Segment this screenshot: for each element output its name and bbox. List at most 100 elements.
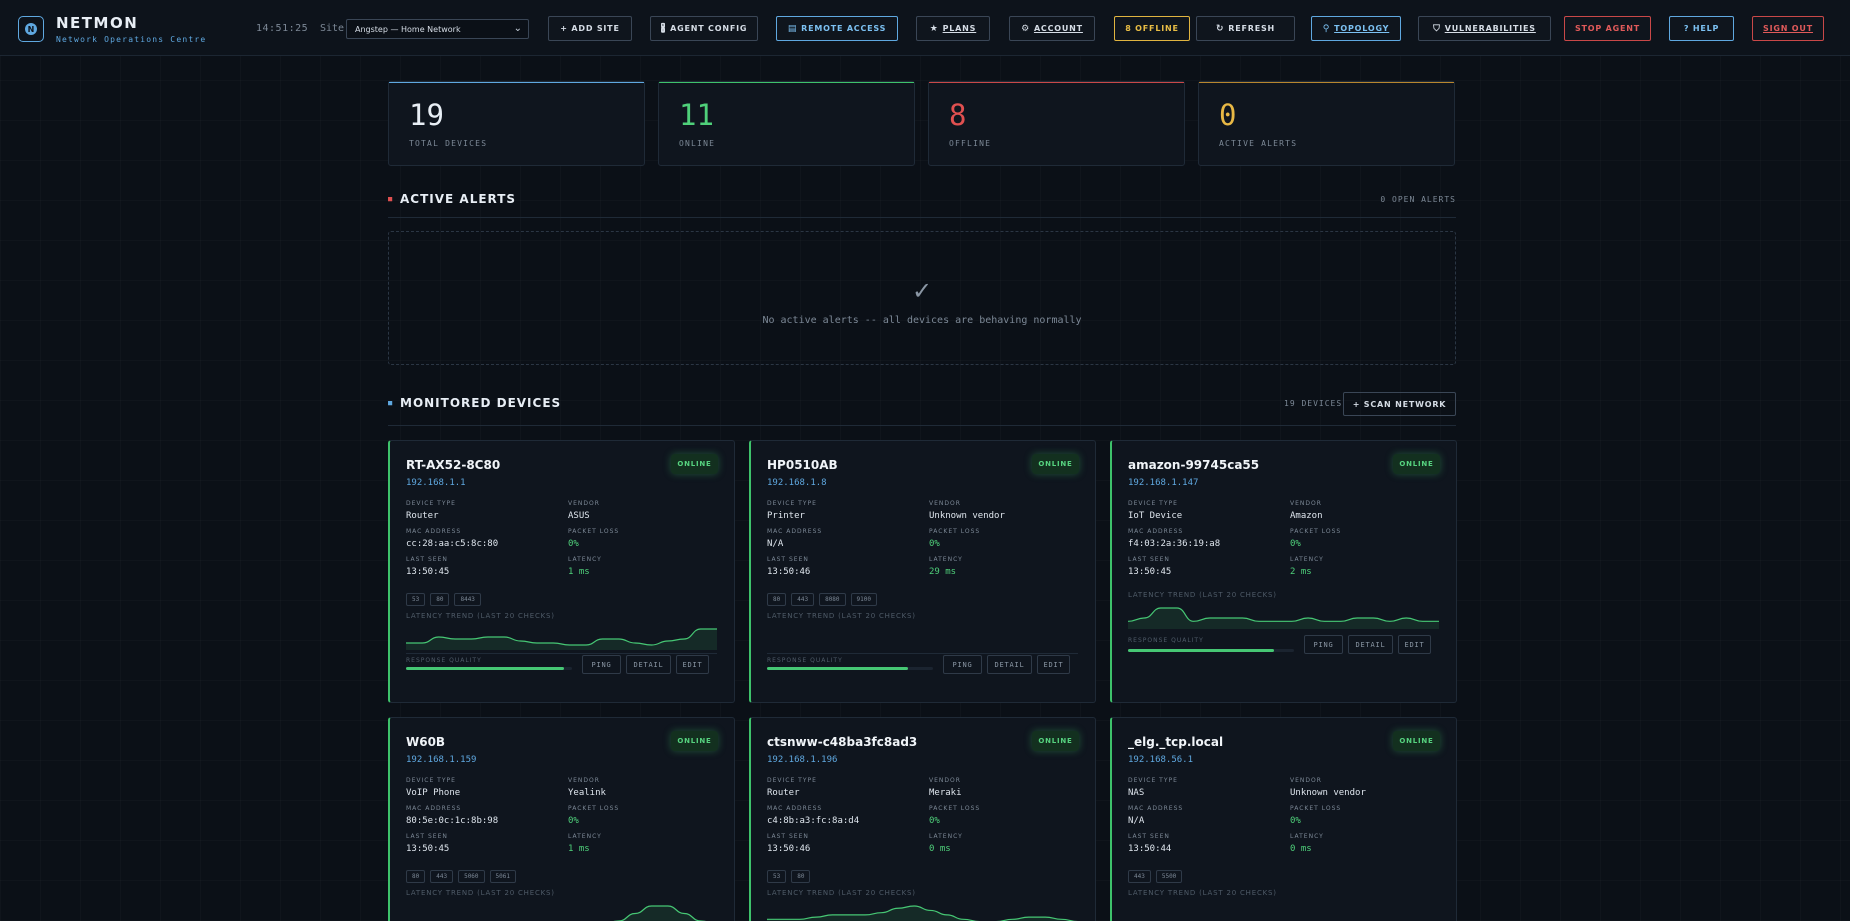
- stat-card: 11 ONLINE: [658, 81, 915, 166]
- refresh-icon: ↻: [1215, 23, 1225, 34]
- status-badge: ONLINE: [1032, 731, 1079, 751]
- app-title: NETMON: [56, 14, 139, 32]
- topology-button[interactable]: ⚲ TOPOLOGY: [1311, 16, 1401, 41]
- button-label: STOP AGENT: [1574, 24, 1641, 33]
- last-seen-label: LAST SEEN: [767, 556, 809, 563]
- status-badge: ONLINE: [671, 731, 718, 751]
- ping-button[interactable]: PING: [582, 655, 621, 674]
- button-label: REFRESH: [1228, 24, 1276, 33]
- status-badge: ONLINE: [1032, 454, 1079, 474]
- device-card[interactable]: ctsnww-c48ba3fc8ad3 192.168.1.196 ONLINE DE…: [749, 717, 1096, 921]
- port-tag: 8443: [454, 593, 481, 606]
- detail-button[interactable]: DETAIL: [987, 655, 1032, 674]
- stat-card: 8 OFFLINE: [928, 81, 1185, 166]
- device-name: RT-AX52-8C80: [406, 458, 501, 472]
- divider: [388, 425, 1456, 426]
- port-tag: 5500: [1155, 870, 1183, 883]
- port-list: 443 5500: [1128, 870, 1183, 883]
- packet-loss-value: 0%: [568, 539, 579, 549]
- latency-label: LATENCY: [1290, 556, 1324, 563]
- response-quality-bar: [406, 667, 572, 670]
- device-card[interactable]: HP0510AB 192.168.1.8 ONLINE DEVICE TYPE Prin…: [749, 440, 1096, 703]
- device-type-value: Printer: [767, 511, 805, 521]
- plug-icon: 🖁: [660, 23, 667, 34]
- port-list: 80 443 8080 9100: [767, 593, 877, 606]
- agent-config-button[interactable]: 🖁 AGENT CONFIG: [650, 16, 758, 41]
- stat-accent-bar: [389, 82, 644, 83]
- device-type-value: NAS: [1128, 788, 1145, 798]
- latency-value: 1 ms: [568, 844, 590, 854]
- latency-trend-label: LATENCY TREND (LAST 20 CHECKS): [1128, 591, 1277, 599]
- status-badge: ONLINE: [671, 454, 718, 474]
- device-ip: 192.168.1.147: [1128, 478, 1199, 488]
- remote-access-button[interactable]: ▤ REMOTE ACCESS: [776, 16, 898, 41]
- shield-icon: ⛉: [1433, 23, 1441, 34]
- response-quality-fill: [406, 667, 564, 670]
- stop-agent-button[interactable]: STOP AGENT: [1564, 16, 1651, 41]
- check-icon: ✓: [911, 277, 933, 305]
- port-tag: 80: [406, 870, 426, 883]
- latency-sparkline: [1128, 607, 1439, 629]
- stat-value: 11: [679, 98, 714, 132]
- sparkline-area: [618, 906, 701, 921]
- ping-button[interactable]: PING: [943, 655, 982, 674]
- detail-button[interactable]: DETAIL: [626, 655, 671, 674]
- device-name: amazon-99745ca55: [1128, 458, 1260, 472]
- account-button[interactable]: ⚙ ACCOUNT: [1009, 16, 1095, 41]
- mac-label: MAC ADDRESS: [767, 805, 823, 812]
- 8-offline-button[interactable]: 8 OFFLINE: [1114, 16, 1190, 41]
- ping-button[interactable]: PING: [1304, 635, 1343, 654]
- stat-value: 8: [949, 98, 967, 132]
- vendor-label: VENDOR: [1290, 500, 1322, 507]
- port-tag: 53: [406, 593, 426, 606]
- last-seen-value: 13:50:46: [767, 844, 811, 854]
- device-name: W60B: [406, 735, 446, 749]
- device-card[interactable]: _elg._tcp.local 192.168.56.1 ONLINE DEVICE …: [1110, 717, 1457, 921]
- packet-loss-label: PACKET LOSS: [929, 528, 981, 535]
- latency-trend-label: LATENCY TREND (LAST 20 CHECKS): [767, 889, 916, 897]
- edit-button[interactable]: EDIT: [676, 655, 709, 674]
- refresh-button[interactable]: ↻ REFRESH: [1196, 16, 1295, 41]
- vendor-value: ASUS: [568, 511, 590, 521]
- gear-icon: ⚙: [1021, 23, 1030, 34]
- latency-value: 0 ms: [929, 844, 951, 854]
- mac-label: MAC ADDRESS: [1128, 805, 1184, 812]
- latency-value: 2 ms: [1290, 567, 1312, 577]
- device-card[interactable]: W60B 192.168.1.159 ONLINE DEVICE TYPE VoIP P…: [388, 717, 735, 921]
- vulnerabilities-button[interactable]: ⛉ VULNERABILITIES: [1418, 16, 1551, 41]
- packet-loss-label: PACKET LOSS: [1290, 805, 1342, 812]
- scan-network-button[interactable]: + SCAN NETWORK: [1343, 392, 1456, 416]
- vendor-label: VENDOR: [568, 500, 600, 507]
- edit-button[interactable]: EDIT: [1037, 655, 1070, 674]
- sign-out-button[interactable]: SIGN OUT: [1752, 16, 1824, 41]
- site-select[interactable]: Angstep — Home Network ⌄: [346, 19, 529, 39]
- mac-value: N/A: [767, 539, 784, 549]
- latency-sparkline: [406, 628, 717, 650]
- divider: [406, 653, 717, 654]
- port-tag: 443: [1128, 870, 1151, 883]
- port-tag: 443: [791, 593, 815, 606]
- add-site-button[interactable]: + ADD SITE: [548, 16, 632, 41]
- edit-button[interactable]: EDIT: [1398, 635, 1431, 654]
- response-quality-bar: [1128, 649, 1294, 652]
- logo-icon: N: [18, 16, 44, 42]
- last-seen-label: LAST SEEN: [406, 833, 448, 840]
- detail-button[interactable]: DETAIL: [1348, 635, 1393, 654]
- mac-value: cc:28:aa:c5:8c:80: [406, 539, 499, 549]
- port-list: 80 443 5060 5061: [406, 870, 516, 883]
- mac-label: MAC ADDRESS: [767, 528, 823, 535]
- help-button[interactable]: ? HELP: [1669, 16, 1734, 41]
- button-label: 8 OFFLINE: [1125, 24, 1179, 33]
- port-tag: 80: [791, 870, 811, 883]
- device-ip: 192.168.56.1: [1128, 755, 1194, 765]
- latency-label: LATENCY: [568, 556, 602, 563]
- sparkline-area: [1128, 608, 1439, 629]
- stat-accent-bar: [659, 82, 914, 83]
- device-card[interactable]: RT-AX52-8C80 192.168.1.1 ONLINE DEVICE TYPE…: [388, 440, 735, 703]
- device-type-value: Router: [767, 788, 800, 798]
- last-seen-label: LAST SEEN: [1128, 556, 1170, 563]
- device-card[interactable]: amazon-99745ca55 192.168.1.147 ONLINE DEVIC…: [1110, 440, 1457, 703]
- latency-value: 29 ms: [929, 567, 957, 577]
- devices-title: MONITORED DEVICES: [400, 396, 562, 410]
- plans-button[interactable]: ★ PLANS: [916, 16, 990, 41]
